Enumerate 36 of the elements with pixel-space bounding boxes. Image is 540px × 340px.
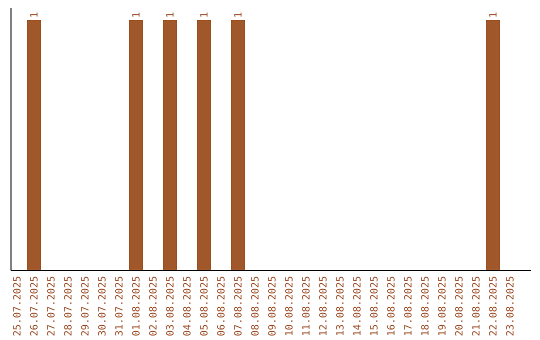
x-tick-label: 13.08.2025 xyxy=(336,276,346,336)
x-tick-label: 02.08.2025 xyxy=(148,276,160,336)
x-tick-label: 15.08.2025 xyxy=(370,276,380,336)
x-tick-label: 26.07.2025 xyxy=(30,276,40,336)
x-tick-label: 18.08.2025 xyxy=(420,276,432,336)
x-tick-label: 19.08.2025 xyxy=(438,276,448,336)
x-tick-label: 08.08.2025 xyxy=(250,276,262,336)
data-label: 1 xyxy=(132,12,142,18)
x-tick-label: 20.08.2025 xyxy=(454,276,466,336)
x-tick-label: 11.08.2025 xyxy=(302,276,312,336)
data-label: 1 xyxy=(200,12,210,18)
x-tick-label: 01.08.2025 xyxy=(132,276,142,336)
x-tick-label: 25.07.2025 xyxy=(12,276,24,336)
x-tick-label: 21.08.2025 xyxy=(472,276,482,336)
x-tick-label: 17.08.2025 xyxy=(404,276,414,336)
x-tick-label: 12.08.2025 xyxy=(318,276,330,336)
x-tick-label: 10.08.2025 xyxy=(284,276,296,336)
x-tick-label: 22.08.2025 xyxy=(488,276,500,336)
x-tick-label: 23.08.2025 xyxy=(506,276,516,336)
data-label: 1 xyxy=(30,12,40,18)
x-tick-label: 06.08.2025 xyxy=(216,276,228,336)
data-label: 1 xyxy=(166,12,176,18)
data-label: 1 xyxy=(488,12,500,18)
x-tick-label: 07.08.2025 xyxy=(234,276,244,336)
x-tick-label: 16.08.2025 xyxy=(386,276,398,336)
x-tick-label: 09.08.2025 xyxy=(268,276,278,336)
x-tick-label: 03.08.2025 xyxy=(166,276,176,336)
x-tick-label: 05.08.2025 xyxy=(200,276,210,336)
x-tick-label: 31.07.2025 xyxy=(114,276,126,336)
x-tick-label: 29.07.2025 xyxy=(80,276,92,336)
x-tick-label: 27.07.2025 xyxy=(46,276,58,336)
x-tick-label: 04.08.2025 xyxy=(182,276,194,336)
x-tick-label: 30.07.2025 xyxy=(98,276,108,336)
x-tick-label: 14.08.2025 xyxy=(352,276,364,336)
x-tick-label: 28.07.2025 xyxy=(64,276,74,336)
data-label: 1 xyxy=(234,12,244,18)
